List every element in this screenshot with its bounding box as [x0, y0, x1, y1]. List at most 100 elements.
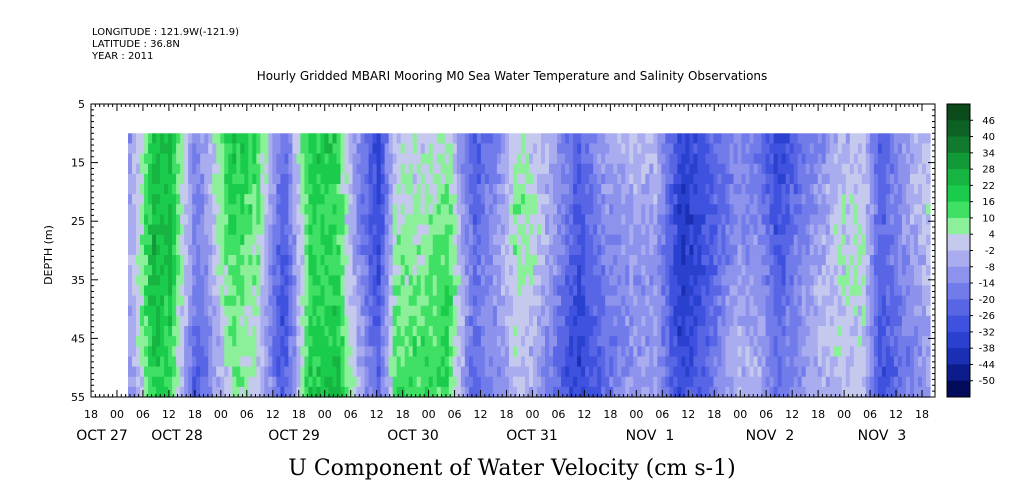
heat-cell: [649, 153, 654, 165]
heat-cell: [312, 234, 318, 246]
heat-cell: [248, 326, 253, 337]
heat-cell: [845, 376, 851, 388]
heat-cell: [661, 143, 666, 155]
heat-cell: [512, 244, 518, 256]
heat-cell: [152, 244, 157, 256]
heat-cell: [380, 244, 386, 256]
heat-cell: [589, 326, 594, 337]
heat-cell: [368, 214, 374, 226]
heat-cell: [545, 346, 550, 358]
heat-cell: [200, 386, 205, 398]
heat-cell: [524, 275, 530, 287]
heat-cell: [488, 163, 494, 175]
heat-cell: [328, 356, 334, 368]
heat-cell: [577, 326, 582, 337]
heat-cell: [320, 326, 326, 337]
heat-cell: [216, 265, 221, 276]
heat-cell: [316, 336, 322, 347]
heat-cell: [665, 275, 670, 287]
heat-cell: [208, 143, 213, 155]
heat-cell: [765, 244, 771, 256]
heat-cell: [789, 133, 795, 145]
heat-cell: [561, 143, 566, 155]
heat-cell: [132, 336, 137, 347]
heat-cell: [777, 376, 783, 388]
heat-cell: [372, 366, 378, 378]
heat-cell: [176, 184, 181, 195]
heat-cell: [677, 346, 682, 358]
heat-cell: [885, 326, 891, 337]
heat-cell: [757, 275, 763, 287]
heat-cell: [132, 346, 137, 358]
heat-cell: [665, 376, 670, 388]
heat-cell: [212, 214, 217, 226]
heat-cell: [284, 366, 289, 378]
heat-cell: [753, 214, 759, 226]
heat-cell: [593, 184, 598, 195]
heat-cell: [424, 366, 430, 378]
heat-cell: [396, 214, 402, 226]
heat-cell: [416, 356, 422, 368]
heat-cell: [693, 356, 699, 368]
heat-cell: [404, 184, 410, 195]
heat-cell: [729, 204, 735, 216]
heat-cell: [244, 163, 249, 175]
heat-cell: [793, 224, 799, 236]
heat-cell: [180, 366, 185, 378]
heat-cell: [821, 133, 827, 145]
heat-cell: [717, 315, 723, 327]
heat-cell: [172, 133, 177, 145]
heat-cell: [172, 386, 177, 398]
heat-cell: [569, 305, 574, 317]
heat-cell: [589, 356, 594, 368]
heat-cell: [565, 173, 570, 185]
heat-cell: [232, 305, 237, 317]
heat-cell: [565, 285, 570, 297]
heat-cell: [304, 285, 310, 297]
heat-cell: [661, 204, 666, 216]
heat-cell: [561, 326, 566, 337]
heat-cell: [180, 204, 185, 216]
heat-cell: [352, 184, 358, 195]
heat-cell: [324, 285, 330, 297]
heat-cell: [557, 346, 562, 358]
heat-cell: [352, 285, 358, 297]
heat-cell: [749, 285, 755, 297]
heat-cell: [637, 305, 642, 317]
heat-cell: [228, 305, 233, 317]
heat-cell: [380, 234, 386, 246]
heat-cell: [645, 194, 650, 205]
heat-cell: [260, 376, 265, 388]
heat-cell: [356, 376, 362, 388]
heat-cell: [212, 326, 217, 337]
heat-cell: [745, 275, 751, 287]
heat-cell: [292, 376, 298, 388]
heat-cell: [849, 285, 855, 297]
heat-cell: [252, 285, 257, 297]
heat-cell: [164, 295, 169, 307]
heat-cell: [360, 163, 366, 175]
heat-cell: [448, 336, 454, 347]
heat-cell: [368, 244, 374, 256]
heat-cell: [392, 133, 398, 145]
heat-cell: [657, 285, 662, 297]
heat-cell: [304, 376, 310, 388]
heat-cell: [849, 255, 855, 266]
heat-cell: [324, 366, 330, 378]
heat-cell: [833, 194, 839, 205]
heat-cell: [452, 173, 458, 185]
heat-cell: [328, 204, 334, 216]
heat-cell: [737, 265, 743, 276]
heat-cell: [468, 194, 474, 205]
heat-cell: [512, 214, 518, 226]
heat-cell: [845, 315, 851, 327]
heat-cell: [833, 234, 839, 246]
heat-cell: [420, 184, 426, 195]
heat-cell: [296, 275, 302, 287]
heat-cell: [280, 356, 285, 368]
heat-cell: [725, 275, 731, 287]
heat-cell: [292, 295, 298, 307]
heat-cell: [496, 204, 502, 216]
heat-cell: [248, 356, 253, 368]
heat-cell: [444, 305, 450, 317]
